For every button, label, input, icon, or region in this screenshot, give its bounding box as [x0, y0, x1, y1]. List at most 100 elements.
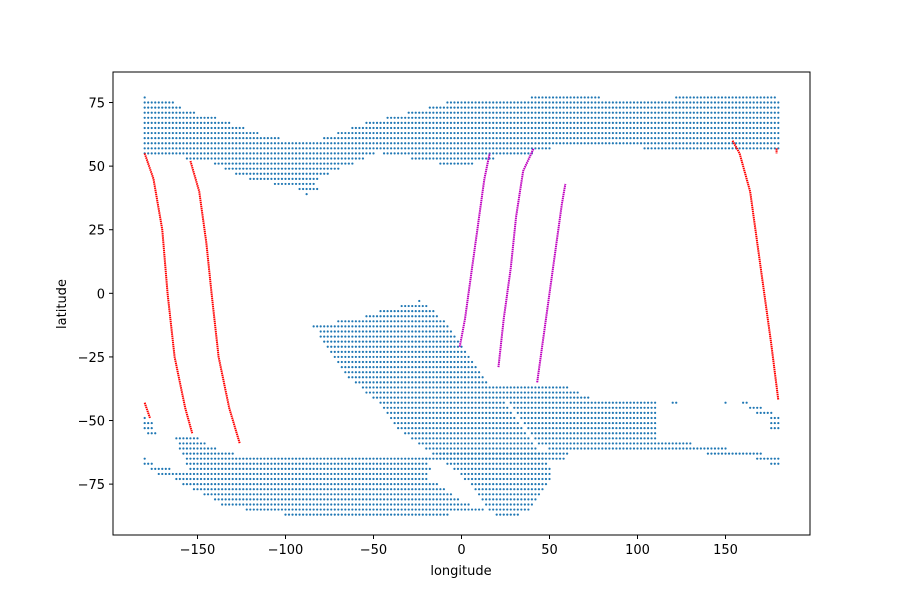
- grid-point: [544, 137, 548, 140]
- grid-point: [470, 386, 474, 389]
- grid-point: [224, 477, 227, 481]
- grid-point: [199, 121, 203, 124]
- grid-point: [699, 131, 702, 135]
- grid-point: [671, 116, 674, 119]
- grid-point: [375, 131, 379, 135]
- grid-point: [414, 315, 417, 318]
- grid-point: [502, 111, 505, 114]
- grid-point: [354, 360, 357, 364]
- grid-point: [759, 142, 762, 145]
- grid-point: [330, 483, 333, 486]
- grid-point: [428, 335, 431, 338]
- grid-point: [143, 96, 146, 99]
- grid-point: [678, 442, 681, 445]
- grid-point: [523, 101, 526, 104]
- grid-point: [527, 488, 530, 491]
- grid-point: [168, 131, 171, 135]
- grid-point: [544, 106, 548, 109]
- grid-point: [495, 416, 498, 420]
- grid-point: [203, 452, 206, 455]
- grid-point: [418, 315, 421, 318]
- grid-point: [629, 447, 632, 450]
- grid-point: [397, 462, 400, 465]
- grid-point: [513, 152, 516, 155]
- grid-point: [397, 427, 400, 430]
- grid-point: [414, 498, 417, 501]
- grid-point: [520, 432, 523, 435]
- grid-point: [347, 335, 350, 338]
- grid-point: [594, 96, 597, 99]
- grid-point: [569, 131, 572, 135]
- grid-point: [263, 493, 266, 496]
- grid-point: [618, 432, 622, 435]
- grid-point: [252, 472, 255, 476]
- grid-point: [400, 406, 403, 409]
- grid-point: [432, 366, 435, 369]
- grid-point: [330, 137, 333, 140]
- grid-point: [407, 111, 410, 114]
- grid-point: [400, 116, 403, 119]
- grid-point: [309, 467, 312, 470]
- grid-point: [199, 142, 203, 145]
- grid-point: [407, 488, 410, 491]
- grid-point: [298, 157, 301, 160]
- grid-point: [242, 467, 245, 470]
- grid-point: [478, 142, 481, 145]
- grid-point: [277, 503, 280, 506]
- grid-point: [407, 483, 410, 486]
- grid-point: [463, 162, 467, 165]
- grid-point: [460, 396, 463, 399]
- grid-point: [478, 462, 481, 465]
- grid-point: [657, 101, 660, 104]
- grid-point: [319, 167, 322, 170]
- grid-point: [583, 121, 586, 124]
- grid-point: [643, 421, 646, 425]
- grid-point: [245, 493, 248, 496]
- grid-point: [196, 447, 199, 450]
- grid-point: [277, 462, 280, 465]
- grid-point: [509, 142, 512, 145]
- grid-point: [432, 371, 435, 374]
- grid-point: [354, 350, 357, 353]
- grid-point: [411, 131, 414, 135]
- grid-point: [340, 142, 343, 145]
- grid-point: [351, 126, 354, 130]
- grid-point: [397, 131, 400, 135]
- grid-point: [147, 147, 150, 150]
- grid-point: [453, 152, 456, 155]
- grid-point: [358, 483, 361, 486]
- grid-point: [375, 147, 379, 150]
- grid-point: [407, 371, 410, 374]
- grid-point: [530, 467, 534, 470]
- grid-point: [573, 401, 576, 404]
- grid-point: [463, 508, 467, 511]
- grid-point: [397, 391, 400, 394]
- grid-point: [449, 421, 453, 425]
- grid-point: [463, 457, 467, 460]
- grid-point: [502, 503, 505, 506]
- grid-point: [608, 447, 611, 450]
- grid-point: [404, 483, 407, 486]
- grid-point: [407, 137, 410, 140]
- grid-point: [192, 157, 196, 160]
- grid-point: [337, 462, 340, 465]
- grid-point: [636, 101, 639, 104]
- grid-point: [192, 462, 196, 465]
- grid-point: [738, 452, 741, 455]
- grid-point: [428, 340, 431, 343]
- grid-point: [442, 401, 445, 404]
- grid-point: [361, 360, 365, 364]
- grid-point: [481, 457, 484, 460]
- grid-point: [407, 381, 410, 384]
- grid-point: [770, 111, 773, 114]
- grid-point: [330, 493, 333, 496]
- grid-point: [235, 488, 238, 491]
- grid-point: [696, 147, 699, 150]
- grid-point: [411, 401, 414, 404]
- grid-point: [523, 137, 526, 140]
- grid-point: [365, 457, 368, 460]
- grid-point: [537, 406, 541, 409]
- grid-point: [481, 488, 484, 491]
- grid-point: [506, 447, 509, 450]
- grid-point: [492, 131, 495, 135]
